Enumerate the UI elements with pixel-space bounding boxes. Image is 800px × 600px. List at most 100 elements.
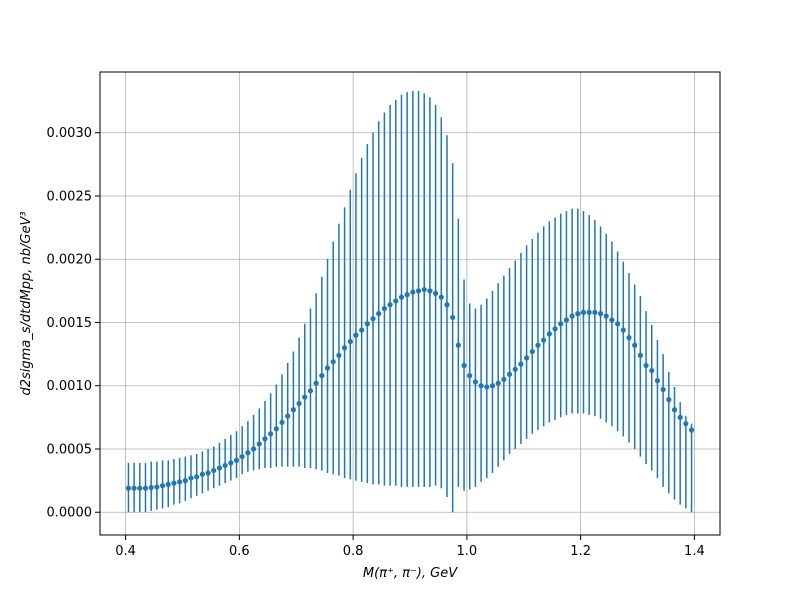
data-point — [336, 352, 342, 358]
data-point — [575, 311, 581, 317]
data-point — [222, 462, 228, 469]
data-point — [478, 383, 484, 389]
x-tick-label: 1.4 — [684, 544, 705, 559]
data-point — [245, 450, 251, 456]
data-point — [546, 331, 552, 337]
data-point — [512, 366, 518, 372]
data-point — [615, 321, 621, 327]
data-point — [262, 436, 268, 442]
y-tick-label: 0.0000 — [47, 506, 93, 521]
data-point — [239, 453, 245, 460]
data-point — [279, 419, 285, 426]
data-point — [233, 457, 240, 463]
data-point — [415, 288, 422, 294]
data-point — [632, 342, 638, 348]
data-point — [455, 342, 461, 348]
plot-frame — [99, 71, 721, 536]
data-point — [307, 388, 314, 394]
x-tick-label: 0.6 — [229, 544, 250, 559]
x-tick-label: 1.2 — [570, 544, 591, 559]
data-point — [671, 407, 678, 413]
y-tick-label: 0.0005 — [47, 442, 93, 457]
y-tick-label: 0.0025 — [47, 189, 93, 204]
data-point — [518, 361, 524, 367]
data-point — [552, 326, 558, 332]
data-point — [438, 294, 444, 300]
data-point — [398, 294, 405, 300]
data-point — [148, 484, 154, 491]
data-point — [677, 414, 683, 420]
data-point — [285, 413, 291, 419]
data-point — [666, 397, 672, 403]
data-point — [501, 376, 507, 383]
data-point — [171, 480, 177, 486]
data-point — [410, 289, 416, 295]
data-point — [137, 485, 143, 491]
y-axis-label: d2sigma_s/dtdMpp, nb/GeV³ — [19, 211, 34, 395]
data-point — [353, 332, 359, 338]
data-point — [524, 355, 530, 361]
data-point — [387, 302, 393, 308]
data-point — [620, 327, 626, 333]
data-point — [313, 380, 319, 386]
data-point — [319, 373, 325, 379]
data-point — [506, 371, 513, 377]
data-point — [592, 309, 598, 315]
data-point — [159, 483, 166, 489]
data-point — [558, 321, 564, 327]
data-point — [296, 400, 302, 407]
error-bars — [127, 90, 693, 513]
data-point — [165, 481, 171, 487]
data-point — [205, 470, 211, 476]
data-point — [643, 362, 649, 369]
data-points — [125, 286, 695, 491]
x-tick-label: 0.4 — [115, 544, 136, 559]
data-point — [228, 460, 234, 466]
data-point — [256, 441, 262, 447]
data-point — [199, 471, 205, 477]
data-point — [250, 446, 257, 452]
data-point — [268, 431, 274, 437]
data-point — [467, 373, 473, 379]
data-point — [216, 465, 223, 471]
data-point — [347, 338, 353, 345]
data-point — [376, 311, 382, 317]
data-point — [427, 288, 433, 294]
y-tick-label: 0.0030 — [47, 126, 93, 141]
data-point — [142, 485, 149, 491]
data-point — [444, 302, 450, 308]
data-point — [603, 313, 609, 319]
data-point — [125, 485, 132, 491]
data-point — [421, 286, 427, 293]
data-point — [688, 427, 695, 433]
data-point — [302, 394, 308, 400]
data-point — [484, 384, 490, 390]
data-point — [324, 365, 331, 371]
data-point — [211, 467, 217, 474]
data-point — [188, 475, 194, 481]
data-point — [461, 362, 467, 369]
data-point — [597, 311, 604, 317]
data-point — [290, 407, 296, 413]
data-point — [586, 309, 592, 315]
data-point — [626, 335, 632, 341]
data-point — [450, 314, 456, 321]
data-point — [535, 342, 541, 348]
data-point — [649, 367, 655, 374]
data-point — [683, 421, 689, 427]
data-point — [654, 378, 661, 384]
data-point — [432, 290, 439, 296]
data-point — [359, 327, 365, 333]
data-point — [341, 345, 348, 351]
data-point — [393, 298, 399, 304]
data-point — [131, 485, 137, 491]
data-point — [563, 317, 570, 323]
data-point — [177, 479, 183, 485]
data-point — [580, 309, 587, 315]
data-point — [472, 379, 479, 385]
data-point — [330, 359, 336, 365]
data-point — [404, 292, 410, 298]
data-point — [364, 321, 370, 327]
